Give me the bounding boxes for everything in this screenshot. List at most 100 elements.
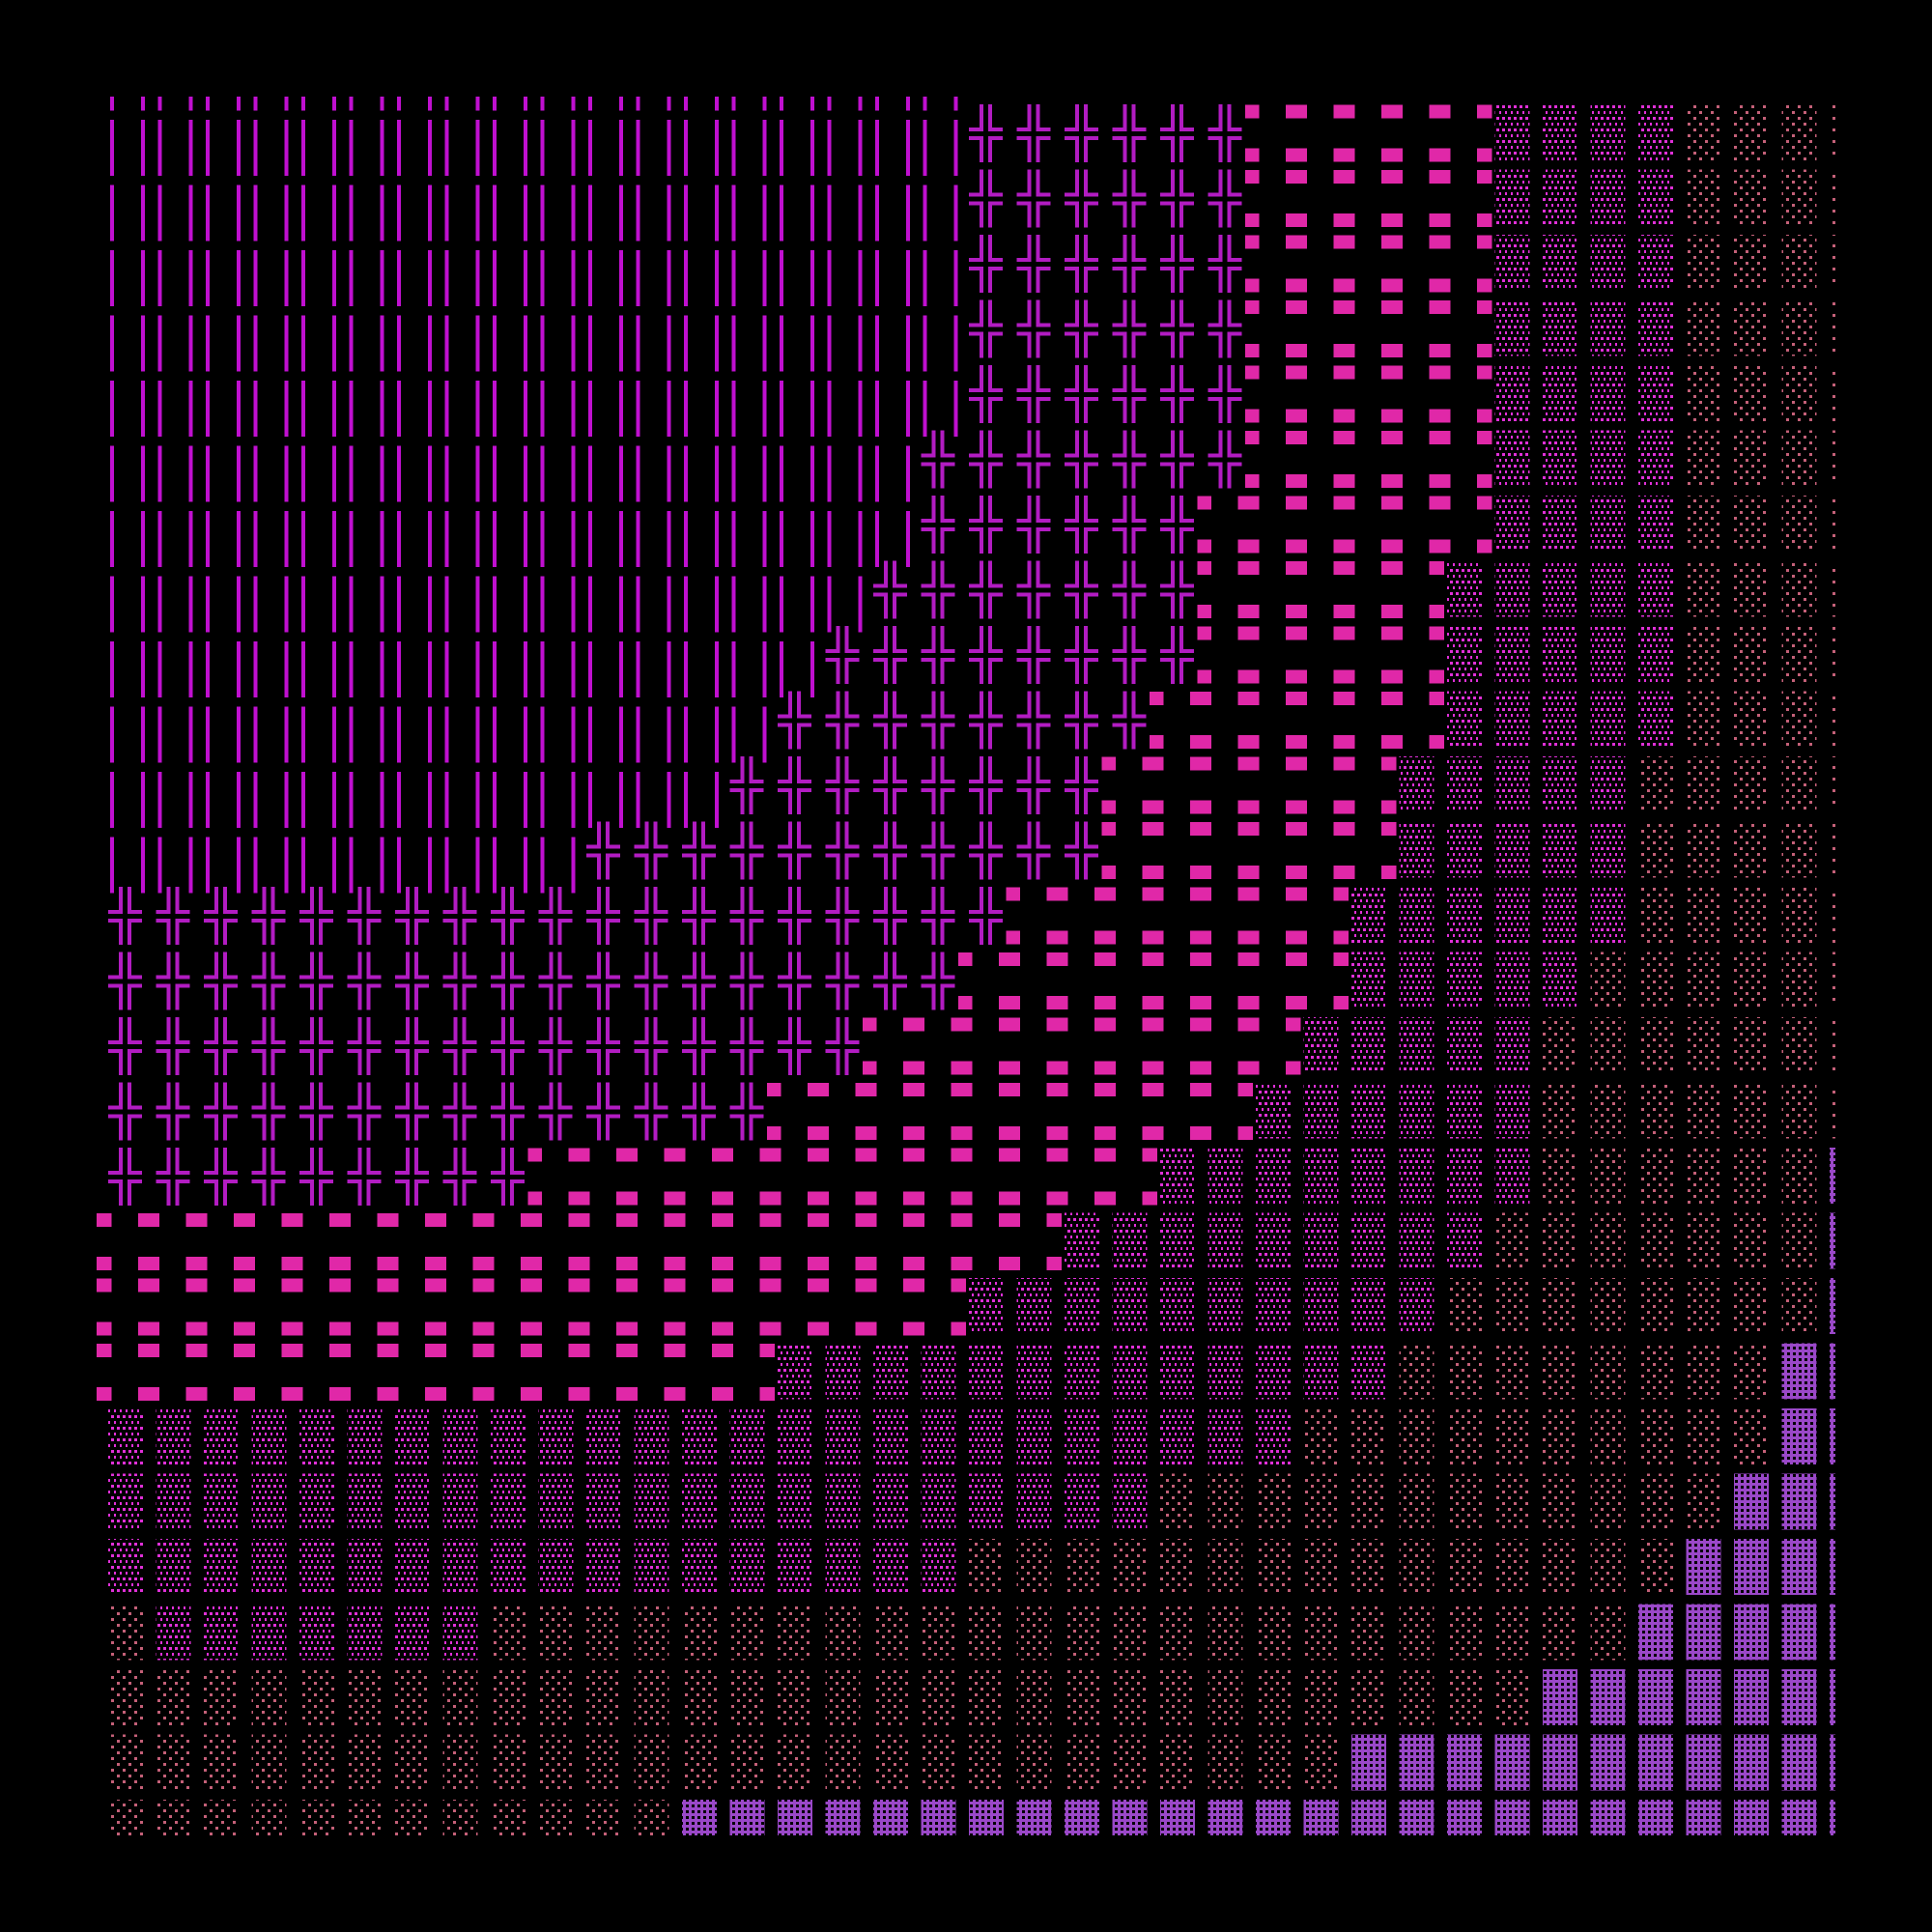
pink-dash-glyph <box>568 1387 590 1401</box>
pink-dash-glyph <box>1286 669 1307 684</box>
pink-dash-glyph <box>1381 278 1403 293</box>
pink-dash-glyph <box>1094 1083 1116 1096</box>
light-shade-glyph <box>1638 1082 1673 1139</box>
double-vertical-glyph <box>444 185 480 242</box>
pink-dash-glyph <box>1094 1191 1116 1206</box>
double-vertical-glyph <box>827 381 863 437</box>
double-vertical-glyph <box>206 772 241 828</box>
pink-dash-glyph <box>999 1191 1020 1206</box>
pink-dash-glyph <box>1006 887 1020 901</box>
pink-dash-glyph <box>1237 1061 1260 1075</box>
pink-dash-glyph <box>1429 431 1451 444</box>
light-shade-glyph <box>156 1734 191 1791</box>
light-shade-glyph <box>1399 1669 1435 1725</box>
light-shade-glyph <box>873 1669 908 1725</box>
light-shade-glyph <box>1447 1278 1482 1334</box>
light-shade-glyph <box>1781 235 1817 291</box>
pink-dash-glyph <box>1429 344 1451 357</box>
pink-dash-glyph <box>616 1148 638 1162</box>
pink-dash-glyph <box>281 1278 303 1293</box>
dark-shade-glyph <box>1830 1278 1835 1334</box>
light-shade-glyph <box>1351 1539 1386 1595</box>
pink-dash-glyph <box>472 1321 495 1336</box>
pink-dash-glyph <box>1333 539 1355 554</box>
pink-dash-glyph <box>568 1191 590 1206</box>
double-vertical-glyph <box>157 120 193 176</box>
medium-shade-glyph <box>395 1604 430 1661</box>
light-shade-glyph <box>1016 1604 1052 1661</box>
pink-dash-run <box>1006 887 1349 945</box>
pink-dash-glyph <box>568 1344 590 1357</box>
pink-dash-glyph <box>1286 496 1307 510</box>
pink-dash-glyph <box>1333 474 1355 488</box>
double-vertical-glyph <box>301 837 336 894</box>
double-vertical-glyph <box>157 641 193 697</box>
pink-dash-run <box>1101 756 1397 814</box>
pink-dash-glyph <box>1333 278 1355 293</box>
pink-dash-glyph <box>1381 756 1397 771</box>
pink-dash-glyph <box>234 1213 255 1227</box>
double-vertical-glyph <box>444 576 480 633</box>
medium-shade-glyph <box>395 1539 430 1595</box>
pink-dash-glyph <box>1286 365 1307 380</box>
double-vertical-glyph <box>397 576 432 633</box>
light-shade-glyph <box>1494 1604 1530 1661</box>
pink-dash-glyph <box>999 996 1020 1009</box>
double-vertical-glyph <box>588 97 623 111</box>
light-shade-glyph <box>1303 1604 1339 1661</box>
pink-dash-glyph <box>999 1017 1020 1032</box>
pink-dash-glyph <box>712 1387 733 1401</box>
double-vertical-glyph <box>493 772 527 828</box>
light-shade-glyph <box>586 1734 621 1791</box>
light-shade-glyph <box>1734 1017 1769 1073</box>
pink-dash-glyph <box>377 1387 399 1401</box>
pink-dash-glyph <box>1333 996 1349 1009</box>
dark-shade-glyph <box>1494 1734 1530 1791</box>
double-vertical-glyph <box>540 250 576 306</box>
pink-dash-glyph <box>234 1387 255 1401</box>
dark-shade-glyph <box>1734 1539 1769 1595</box>
double-vertical-glyph <box>684 97 719 111</box>
medium-shade-glyph <box>682 1473 717 1530</box>
double-vertical-glyph <box>444 772 480 828</box>
double-vertical-glyph <box>875 250 910 306</box>
double-vertical-glyph <box>253 250 289 306</box>
medium-shade-glyph <box>1065 1343 1099 1400</box>
medium-shade-glyph <box>1256 1148 1291 1204</box>
medium-shade-glyph <box>825 1408 861 1464</box>
pink-dash-glyph <box>281 1387 303 1401</box>
light-shade-glyph <box>634 1669 669 1725</box>
pink-dash-glyph <box>664 1344 686 1357</box>
pink-dash-glyph <box>329 1321 351 1336</box>
medium-shade-glyph <box>1638 169 1673 226</box>
medium-shade-glyph <box>873 1408 908 1464</box>
double-vertical-glyph <box>588 381 623 437</box>
pink-dash-glyph <box>951 1191 973 1206</box>
pink-dash-glyph <box>1286 235 1307 249</box>
pink-dash-glyph <box>1333 431 1355 444</box>
pink-dash-glyph <box>855 1148 877 1162</box>
pink-dash-glyph <box>1046 1017 1068 1032</box>
double-vertical-glyph <box>110 97 145 111</box>
pink-dash-glyph <box>1477 539 1492 554</box>
light-shade-glyph <box>1399 1604 1435 1661</box>
pink-dash-glyph <box>527 1191 542 1206</box>
pink-dash-glyph <box>138 1344 159 1357</box>
pink-dash-glyph <box>999 1148 1020 1162</box>
pink-dash-glyph <box>234 1321 255 1336</box>
double-vertical-glyph <box>684 185 719 242</box>
light-shade-glyph <box>347 1669 383 1725</box>
light-shade-glyph <box>1638 1148 1673 1204</box>
light-shade-glyph <box>682 1604 717 1661</box>
dark-shade-glyph <box>1256 1800 1291 1835</box>
pink-dash-glyph <box>855 1257 877 1270</box>
medium-shade-glyph <box>251 1473 287 1530</box>
pink-dash-glyph <box>1142 887 1164 901</box>
double-vertical-glyph <box>110 772 145 828</box>
light-shade-glyph <box>1781 691 1817 748</box>
medium-shade-glyph <box>538 1539 574 1595</box>
pink-dash-glyph <box>1190 1061 1211 1075</box>
light-shade-glyph <box>873 1604 908 1661</box>
medium-shade-glyph <box>1351 1343 1386 1400</box>
light-shade-glyph <box>1734 1148 1769 1204</box>
